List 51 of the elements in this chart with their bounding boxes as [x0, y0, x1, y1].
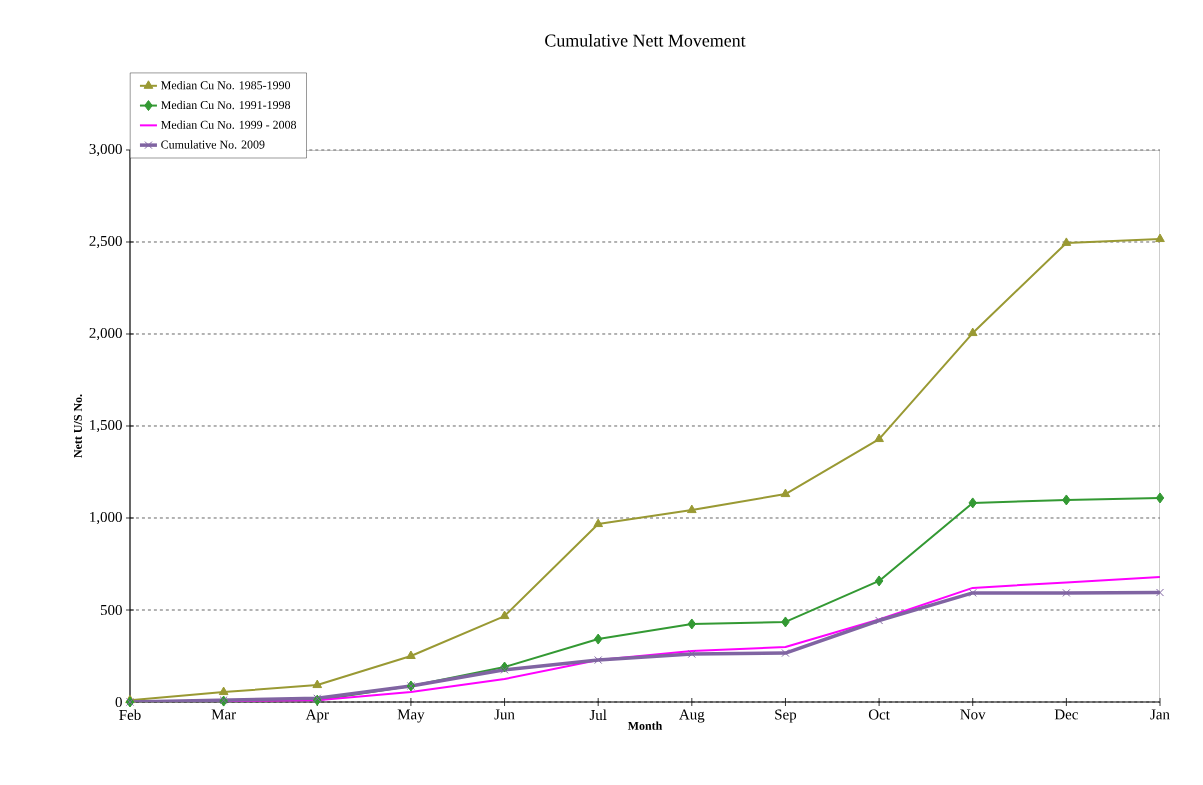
point [1062, 588, 1071, 597]
x-tick-label: Aug [679, 709, 705, 723]
point [406, 650, 416, 659]
y-axis-title: Nett U/S No. [73, 394, 83, 458]
point [312, 679, 323, 689]
x-tick-label: Apr [305, 709, 329, 723]
point [218, 686, 229, 696]
x-axis-title: Month [627, 721, 663, 730]
point [594, 656, 603, 665]
x-tick-label: Sep [775, 709, 797, 723]
y-tick-label: 0 [115, 696, 122, 708]
point [968, 588, 977, 597]
y-tick-label: 2,000 [89, 327, 122, 341]
point [687, 649, 696, 659]
legend-label: Cumulative No. 2009 [161, 140, 265, 149]
legend-label: Median Cu No. 1985-1990 [161, 80, 291, 90]
legend-label: Median Cu No. 1999 - 2008 [161, 120, 297, 129]
point [593, 633, 603, 645]
point [1155, 233, 1165, 243]
y-tick-label: 1,000 [90, 511, 122, 525]
x-tick-label: May [397, 709, 425, 723]
x-tick-label: Oct [868, 709, 890, 720]
x-tick-label: Feb [119, 709, 141, 721]
point [968, 497, 977, 509]
point [1062, 494, 1071, 506]
x-tick-label: Jan [1150, 709, 1170, 720]
x-tick-label: Dec [1054, 709, 1078, 720]
legend-label: Median Cu No. 1991-1998 [161, 100, 291, 110]
point [593, 518, 604, 528]
point [781, 649, 790, 658]
y-tick-label: 1,500 [90, 419, 122, 433]
point [967, 327, 978, 337]
point [781, 616, 790, 628]
point [1061, 237, 1072, 246]
point [686, 504, 697, 514]
x-tick-label: Nov [960, 709, 986, 720]
chart-title: Cumulative Nett Movement [545, 34, 746, 47]
x-tick-label: Jul [589, 709, 607, 721]
y-tick-label: 500 [100, 604, 122, 616]
point [874, 433, 884, 443]
x-tick-label: Jun [494, 709, 515, 720]
point [500, 665, 509, 674]
point [780, 488, 791, 498]
point [1155, 588, 1165, 597]
x-tick-label: Mar [211, 709, 236, 720]
y-tick-label: 2,500 [89, 235, 122, 249]
point [1155, 492, 1165, 504]
point [499, 610, 510, 620]
y-tick-label: 3,000 [89, 143, 122, 157]
point [687, 618, 697, 630]
point [874, 575, 884, 587]
